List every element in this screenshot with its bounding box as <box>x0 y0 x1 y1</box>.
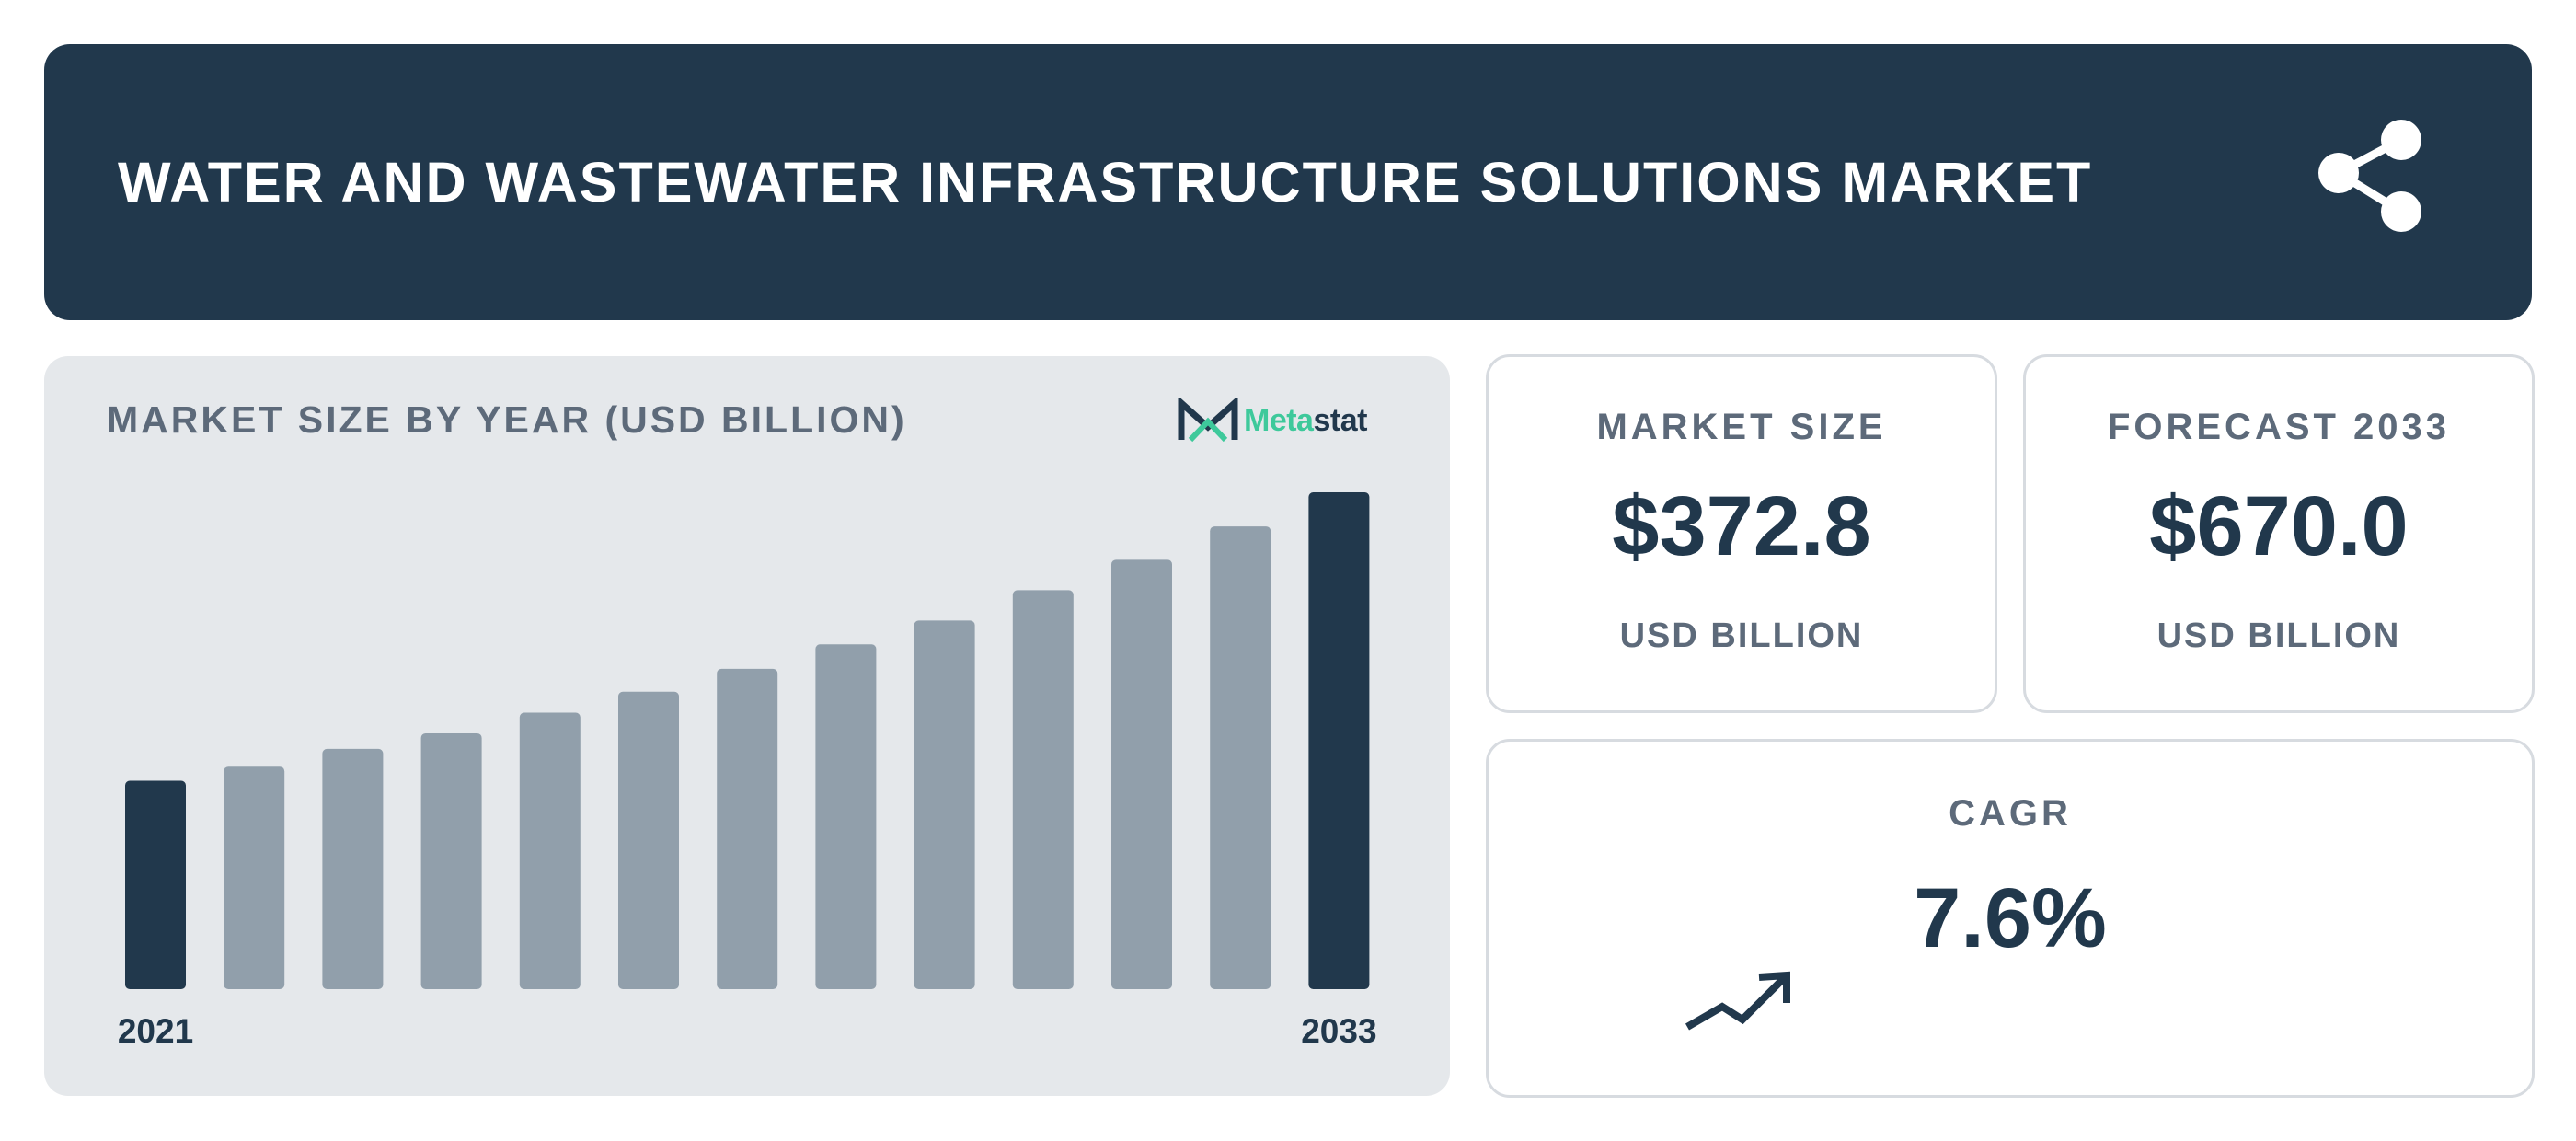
forecast-unit: USD BILLION <box>2156 617 2401 655</box>
bar-2030 <box>1012 590 1074 989</box>
bar-chart: 2021 2033 <box>118 492 1377 1050</box>
bar-2025 <box>519 712 581 989</box>
forecast-label: FORECAST 2033 <box>2107 407 2451 447</box>
logo-text: Metastat <box>1244 403 1367 439</box>
x-tick-label-2021: 2021 <box>118 1012 193 1050</box>
bar-2022 <box>224 766 285 989</box>
logo-text-stat: stat <box>1313 402 1367 438</box>
forecast-card: FORECAST 2033 $670.0 USD BILLION <box>2023 354 2535 713</box>
bar-2026 <box>618 691 679 989</box>
bar-2023 <box>322 748 384 989</box>
trend-up-icon <box>1685 971 1790 1031</box>
market-size-unit: USD BILLION <box>1619 617 1864 655</box>
market-size-card: MARKET SIZE $372.8 USD BILLION <box>1486 354 1997 713</box>
market-size-value: $372.8 <box>1612 479 1871 573</box>
bar-2029 <box>914 620 975 989</box>
cagr-card: CAGR 7.6% <box>1486 739 2535 1098</box>
bar-2027 <box>717 668 778 989</box>
market-size-label: MARKET SIZE <box>1596 407 1887 447</box>
chart-panel: MARKET SIZE BY YEAR (USD BILLION) Metast… <box>44 356 1450 1096</box>
bar-2032 <box>1210 526 1271 989</box>
share-icon[interactable] <box>2307 120 2436 248</box>
x-tick-label-2033: 2033 <box>1301 1012 1376 1050</box>
forecast-value: $670.0 <box>2149 479 2409 573</box>
bar-2021 <box>125 780 186 989</box>
bar-2028 <box>815 644 877 989</box>
bar-2031 <box>1111 559 1172 989</box>
metastat-logo: Metastat <box>1178 393 1367 448</box>
bar-2024 <box>420 732 482 989</box>
cagr-value: 7.6% <box>1914 871 2107 965</box>
metastat-logo-icon <box>1178 398 1238 443</box>
cagr-label: CAGR <box>1949 793 2072 834</box>
header-banner: WATER AND WASTEWATER INFRASTRUCTURE SOLU… <box>44 44 2532 320</box>
page-title: WATER AND WASTEWATER INFRASTRUCTURE SOLU… <box>118 151 2093 213</box>
bar-2033 <box>1308 492 1370 989</box>
chart-title: MARKET SIZE BY YEAR (USD BILLION) <box>107 398 907 441</box>
logo-text-meta: Meta <box>1244 402 1314 438</box>
